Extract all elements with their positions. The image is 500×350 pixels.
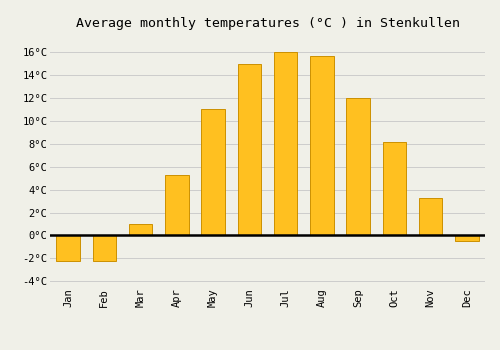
Bar <box>165 175 188 236</box>
Bar <box>382 141 406 236</box>
Title: Average monthly temperatures (°C ) in Stenkullen: Average monthly temperatures (°C ) in St… <box>76 17 460 30</box>
Bar <box>346 98 370 236</box>
Bar <box>455 236 478 241</box>
Bar <box>238 64 261 236</box>
Bar <box>310 56 334 236</box>
Bar <box>202 110 225 236</box>
Bar <box>129 224 152 236</box>
Bar <box>92 236 116 261</box>
Bar <box>274 52 297 236</box>
Bar <box>419 198 442 236</box>
Bar <box>56 236 80 261</box>
